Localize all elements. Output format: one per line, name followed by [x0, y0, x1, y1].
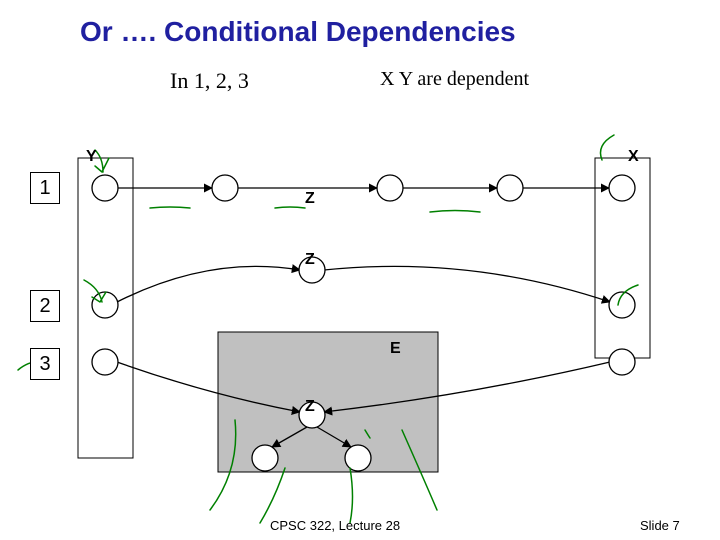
row-number-2: 2: [30, 290, 60, 322]
footer-course: CPSC 322, Lecture 28: [270, 518, 400, 533]
diagram-label-e-4: E: [390, 340, 401, 358]
diagram-label-z-3: Z: [305, 251, 315, 269]
diagram-svg: [0, 0, 720, 540]
handwriting-left: In 1, 2, 3: [170, 68, 249, 94]
diagram-label-x-1: X: [628, 148, 639, 166]
row-number-3: 3: [30, 348, 60, 380]
row-number-1: 1: [30, 172, 60, 204]
diagram-label-z-5: Z: [305, 398, 315, 416]
diagram-label-y-0: Y: [86, 148, 97, 166]
handwriting-right: X Y are dependent: [380, 68, 529, 91]
diagram-label-z-2: Z: [305, 190, 315, 208]
footer-slide: Slide 7: [640, 518, 680, 533]
slide-title: Or …. Conditional Dependencies: [80, 16, 516, 48]
